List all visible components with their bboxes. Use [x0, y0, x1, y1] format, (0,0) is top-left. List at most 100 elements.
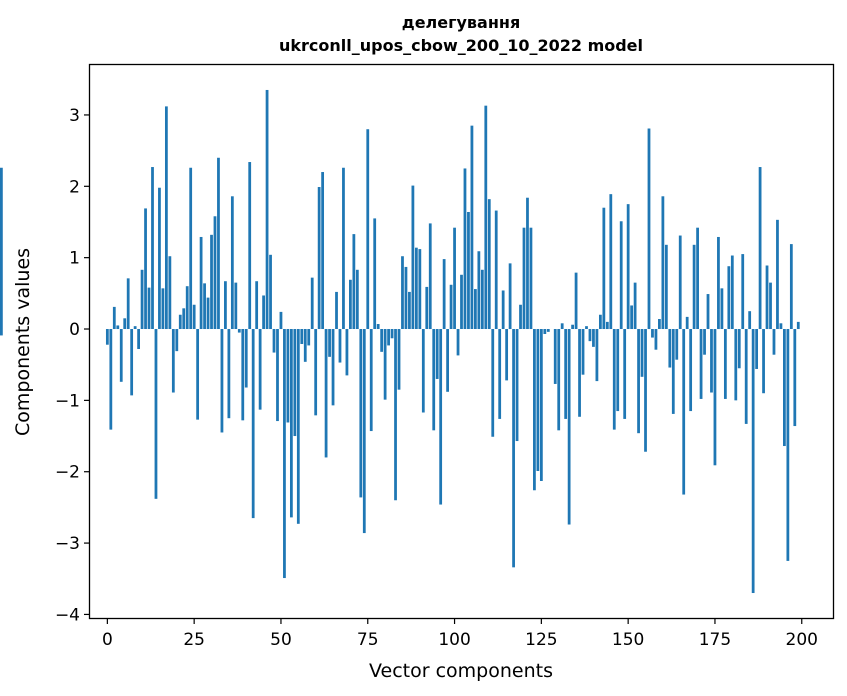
bar — [394, 329, 397, 501]
x-tick-label: 0 — [102, 630, 113, 650]
bar — [769, 282, 772, 330]
bar — [519, 304, 522, 330]
bar — [328, 329, 331, 357]
bar — [543, 329, 547, 334]
bar — [671, 329, 675, 414]
bar — [546, 329, 550, 332]
x-axis: 0 25 50 75 100 125 150 175 200 — [102, 618, 818, 650]
bar — [647, 128, 651, 330]
bar — [220, 329, 224, 433]
y-axis-label: Components values — [12, 248, 34, 436]
bar — [737, 329, 741, 369]
bar — [744, 329, 748, 424]
bar — [585, 326, 588, 330]
bar — [696, 227, 699, 330]
y-tick-label: −1 — [55, 391, 80, 411]
bar — [411, 185, 415, 330]
bar — [342, 167, 345, 330]
bar — [199, 236, 203, 330]
bar — [578, 329, 581, 417]
bar — [595, 329, 599, 382]
bar — [487, 199, 491, 330]
bar — [703, 329, 706, 355]
bar — [321, 172, 325, 330]
bar — [484, 105, 488, 330]
bar — [265, 89, 269, 330]
bar — [355, 269, 359, 330]
bar — [192, 304, 196, 330]
bar — [158, 187, 161, 330]
bar — [727, 266, 731, 330]
bar — [230, 196, 234, 330]
bar — [401, 256, 404, 330]
bar — [779, 323, 783, 330]
bar — [505, 329, 509, 381]
bar — [366, 129, 370, 330]
bar — [283, 329, 286, 579]
bar — [453, 227, 456, 330]
bar — [435, 329, 439, 379]
chart-title: делегування — [402, 13, 520, 32]
bar — [119, 329, 123, 382]
bar — [713, 329, 717, 466]
bar — [581, 329, 585, 375]
bar — [588, 329, 592, 342]
bar — [491, 329, 495, 437]
bar — [699, 329, 703, 399]
bar — [0, 167, 3, 330]
bar — [723, 329, 727, 399]
bar — [758, 167, 762, 330]
bar — [307, 329, 311, 346]
bar — [345, 329, 349, 376]
bar — [168, 256, 172, 330]
bar — [331, 329, 335, 406]
bar — [609, 194, 613, 330]
bar — [338, 329, 342, 363]
bar — [418, 249, 422, 330]
bar — [272, 329, 276, 353]
bar — [685, 316, 689, 330]
bar — [244, 329, 248, 388]
bar — [279, 311, 283, 330]
bar — [668, 329, 672, 368]
x-tick-label: 150 — [612, 630, 644, 650]
bar — [463, 168, 467, 330]
bar — [675, 329, 679, 360]
bar — [748, 311, 752, 330]
bar — [612, 329, 616, 430]
bar — [432, 329, 436, 431]
bar — [387, 329, 390, 346]
bar — [658, 319, 661, 330]
bar — [633, 282, 637, 330]
bar — [206, 297, 210, 330]
bar — [276, 329, 279, 422]
bar — [373, 218, 377, 330]
bar — [151, 167, 154, 330]
bar — [512, 329, 515, 568]
bar — [105, 329, 109, 345]
bar — [442, 259, 446, 330]
bar — [123, 318, 127, 330]
bar — [776, 219, 779, 330]
bar — [751, 329, 755, 594]
bar — [789, 244, 793, 330]
bar — [553, 329, 557, 384]
bar — [126, 278, 130, 330]
bar — [293, 329, 297, 437]
bar — [397, 329, 401, 390]
bar — [755, 329, 759, 369]
bar — [362, 329, 366, 534]
bar — [217, 157, 220, 330]
bar — [185, 286, 189, 330]
bar — [269, 254, 272, 330]
bar — [630, 305, 634, 330]
bar — [251, 329, 255, 519]
bar — [147, 287, 151, 330]
bar — [626, 204, 630, 330]
bar — [706, 294, 710, 330]
bar — [692, 244, 696, 330]
x-axis-label: Vector components — [369, 660, 553, 682]
bar — [786, 329, 790, 561]
bar — [796, 321, 800, 330]
bar — [376, 324, 380, 330]
